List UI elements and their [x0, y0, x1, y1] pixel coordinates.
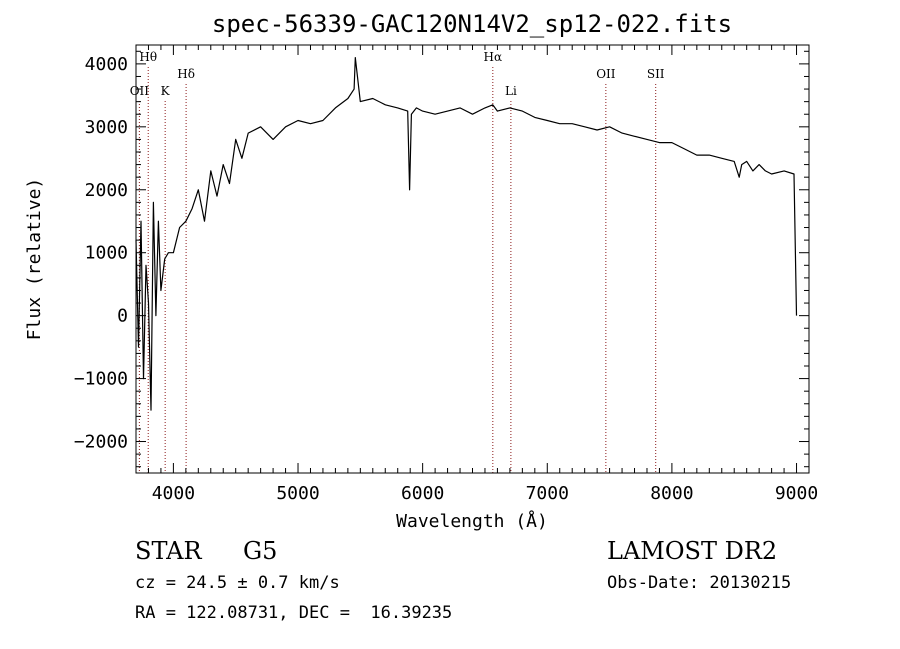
- x-tick-label: 5000: [276, 483, 319, 504]
- y-tick-label: −1000: [74, 369, 128, 390]
- object-subclass: G5: [243, 537, 278, 565]
- sky-coordinates: RA = 122.08731, DEC = 16.39235: [135, 603, 453, 623]
- line-marker-label: Li: [505, 84, 517, 98]
- observation-date: Obs-Date: 20130215: [607, 573, 792, 593]
- line-marker-label: Hδ: [177, 67, 195, 81]
- y-axis-label: Flux (relative): [24, 178, 45, 341]
- x-tick-label: 8000: [650, 483, 693, 504]
- x-tick-label: 9000: [775, 483, 818, 504]
- y-tick-label: 0: [117, 306, 128, 327]
- redshift-value: cz = 24.5 ± 0.7 km/s: [135, 573, 340, 593]
- axis-ticks: 4000 5000 6000 7000 8000 9000 −2000 −1000 0 1000 2…: [74, 45, 818, 504]
- line-marker-label: OII: [596, 67, 616, 81]
- survey-name: LAMOST DR2: [607, 537, 778, 565]
- line-marker-label: K: [161, 84, 171, 98]
- spectrum-series: [135, 56, 798, 411]
- line-marker-label: OII: [130, 84, 150, 98]
- x-tick-label: 6000: [401, 483, 444, 504]
- spectrum-line: [135, 56, 798, 411]
- line-marker-label: Hθ: [139, 50, 157, 64]
- plot-frame: [135, 44, 810, 474]
- line-markers: OII Hθ K Hδ Hα Li OII SII: [130, 50, 665, 473]
- x-axis-label: Wavelength (Å): [396, 510, 548, 532]
- line-marker-label: Hα: [484, 50, 503, 64]
- chart-title: spec-56339-GAC120N14V2_sp12-022.fits: [212, 10, 732, 38]
- x-tick-label: 7000: [526, 483, 569, 504]
- y-tick-label: 1000: [85, 243, 128, 264]
- y-tick-label: 4000: [85, 54, 128, 75]
- y-tick-label: 3000: [85, 117, 128, 138]
- line-marker-label: SII: [647, 67, 665, 81]
- object-class: STAR: [135, 537, 202, 565]
- y-tick-label: −2000: [74, 432, 128, 453]
- y-tick-label: 2000: [85, 180, 128, 201]
- x-tick-label: 4000: [152, 483, 195, 504]
